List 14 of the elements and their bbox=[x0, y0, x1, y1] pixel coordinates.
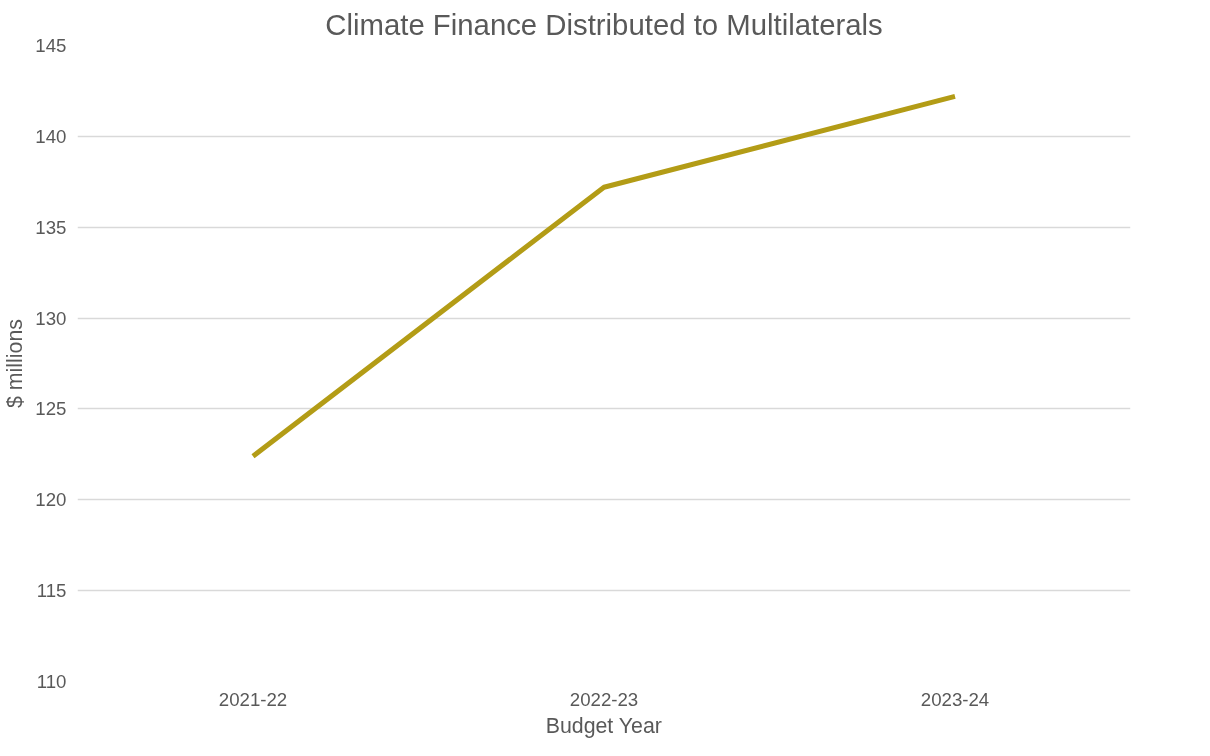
y-tick-label: 115 bbox=[36, 580, 67, 602]
y-axis-title: $ millions bbox=[3, 319, 28, 408]
x-axis-title: Budget Year bbox=[545, 713, 662, 738]
x-tick-label: 2023-24 bbox=[920, 688, 990, 710]
y-tick-label: 135 bbox=[35, 216, 67, 238]
y-tick-label: 145 bbox=[35, 35, 67, 56]
y-tick-label: 120 bbox=[35, 489, 67, 511]
x-tick-label: 2021-22 bbox=[218, 688, 288, 710]
chart-title: Climate Finance Distributed to Multilaterals bbox=[325, 7, 883, 41]
y-tick-label: 130 bbox=[35, 307, 67, 329]
y-tick-label: 140 bbox=[35, 125, 67, 147]
y-tick-label: 125 bbox=[35, 398, 67, 420]
x-tick-label: 2022-23 bbox=[569, 688, 639, 710]
y-tick-label: 110 bbox=[36, 671, 67, 692]
